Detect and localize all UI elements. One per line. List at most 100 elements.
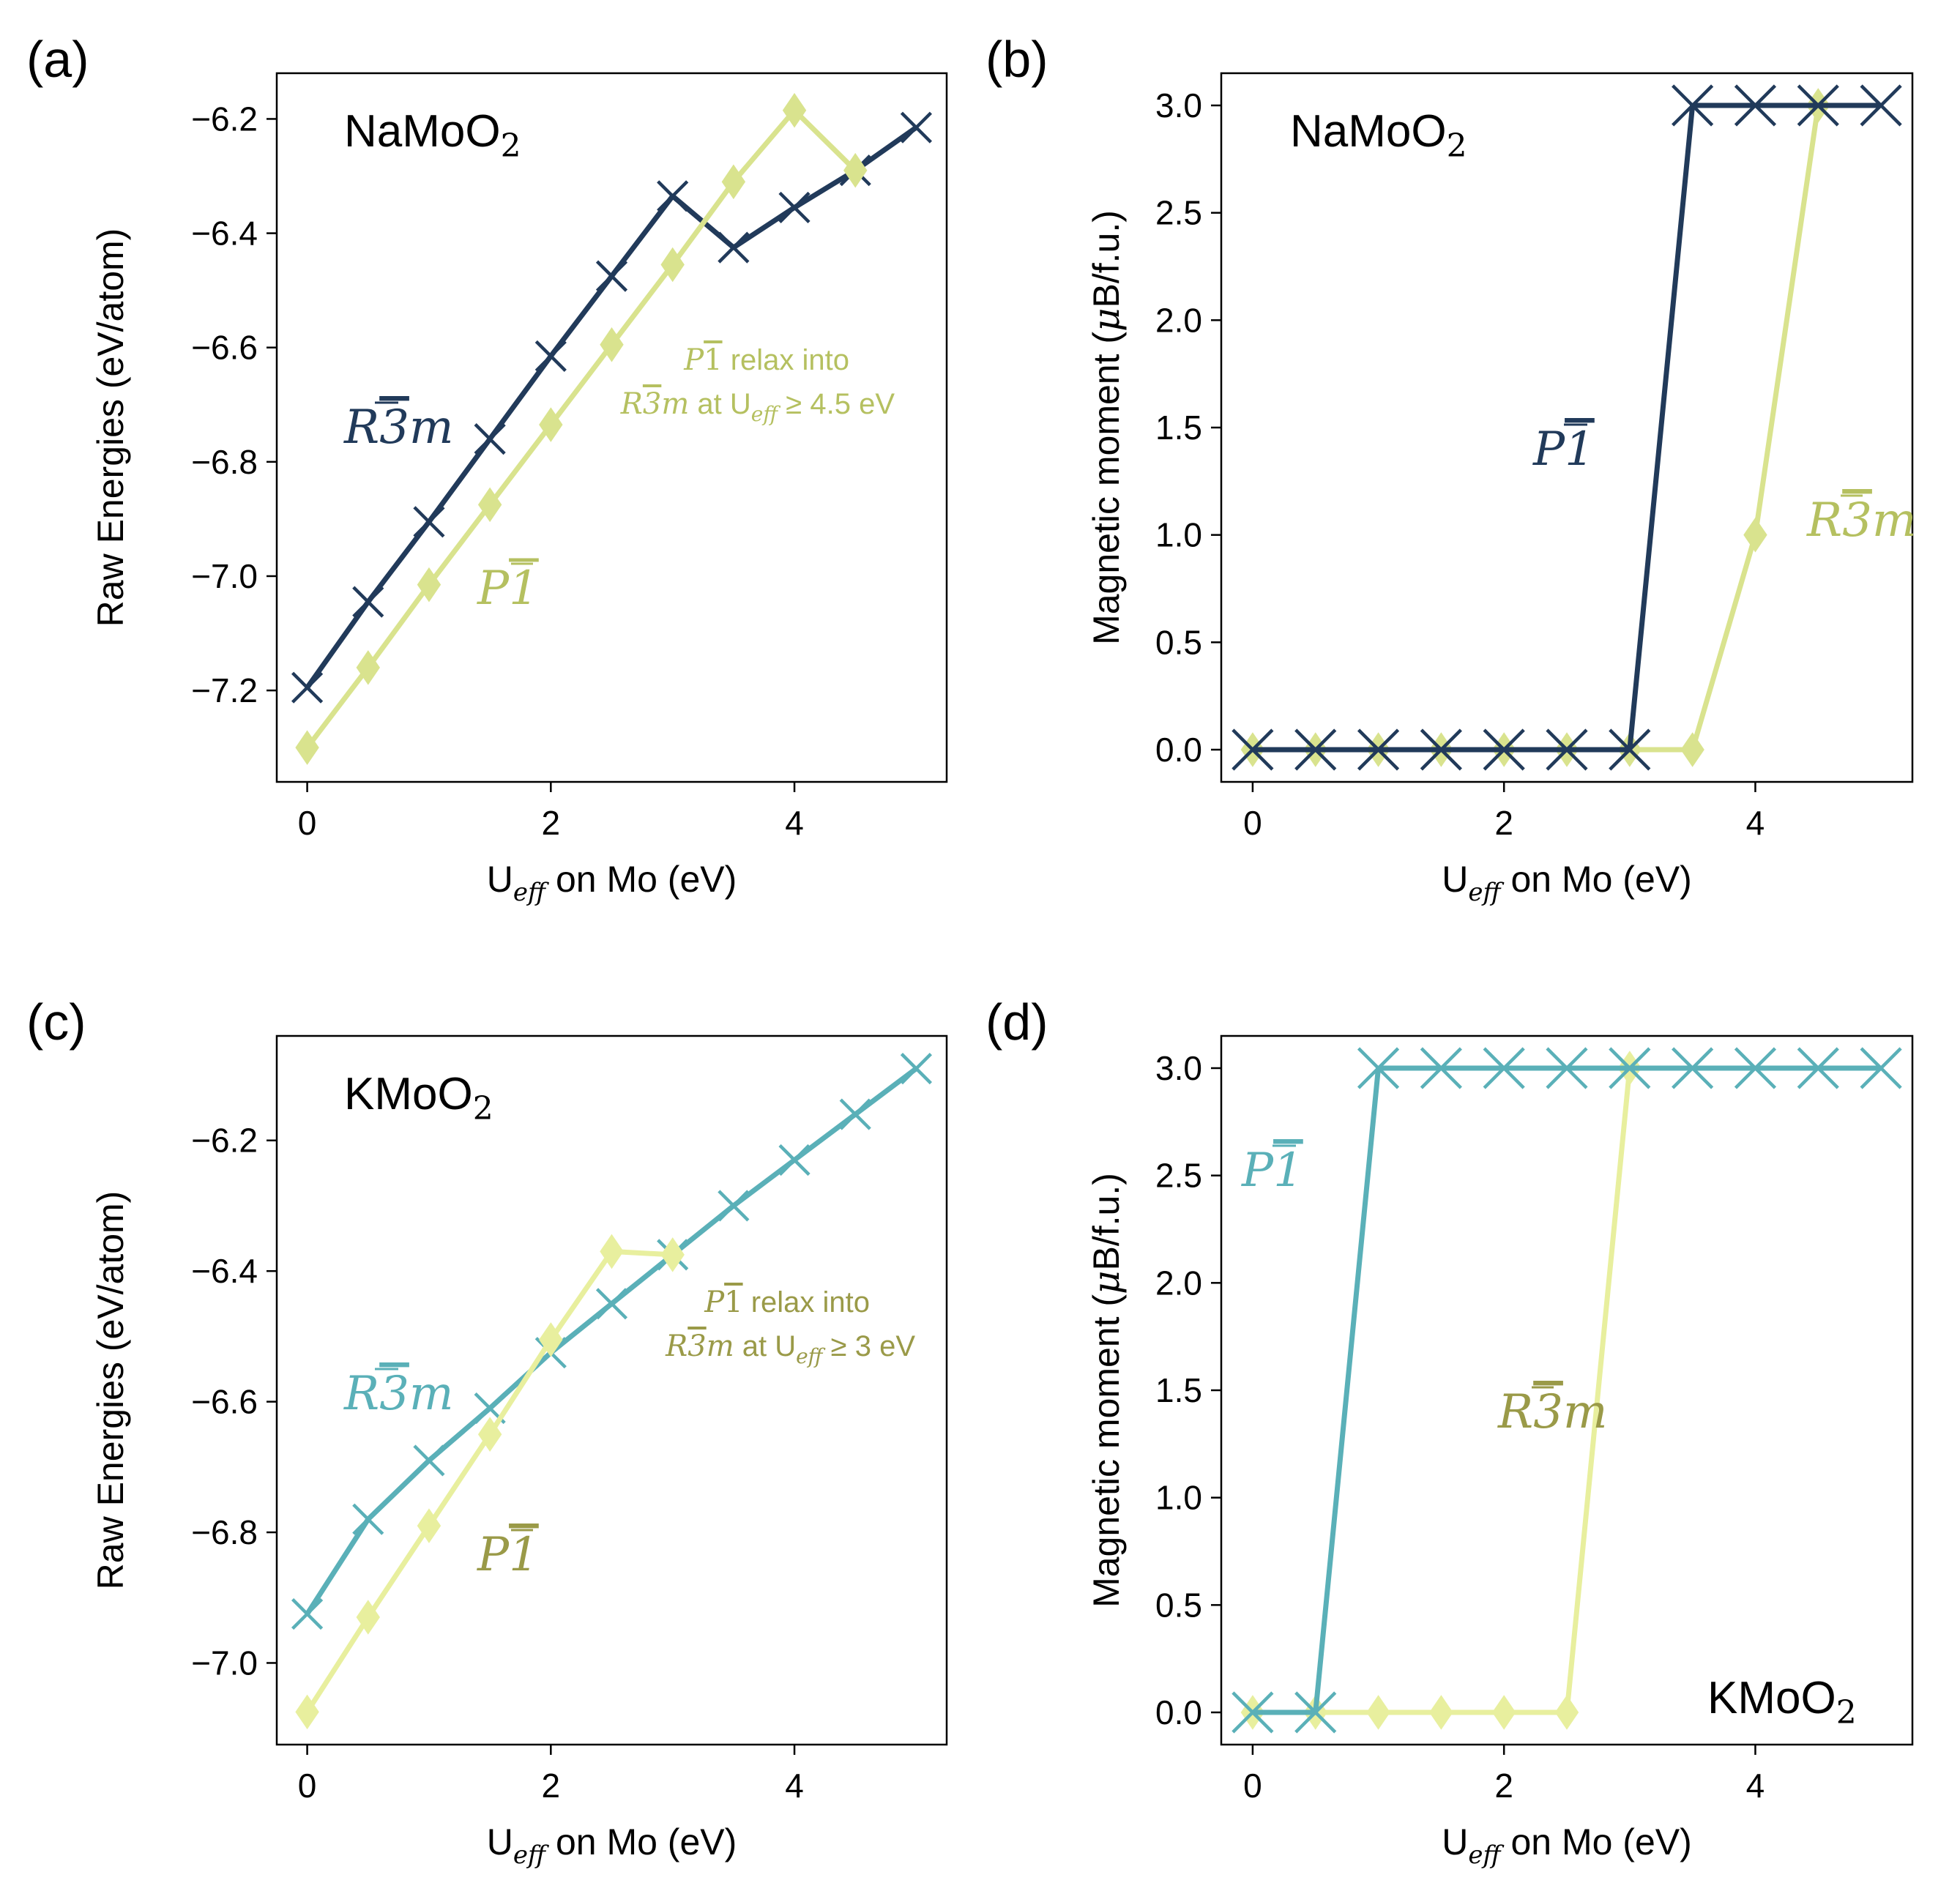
label-end: m	[1872, 493, 1917, 548]
axes-frame	[1220, 72, 1914, 783]
x-tick-label: 2	[1494, 1767, 1513, 1805]
data-point-P1	[660, 247, 685, 283]
data-point-P1	[600, 327, 624, 362]
compound-base: KMoO	[1707, 1673, 1836, 1723]
x-axis-label-main: U	[1442, 1821, 1468, 1862]
annotation-main: P	[683, 343, 704, 377]
data-point-P1	[539, 407, 563, 442]
x-axis-label-main: U	[1442, 859, 1468, 900]
y-axis-label: Magnetic moment (μB/f.u.)	[1085, 1173, 1128, 1608]
data-point-P1	[600, 1234, 624, 1269]
label-main: P	[477, 1528, 510, 1582]
annotation-rest: at U	[689, 388, 750, 420]
y-tick-label: −6.4	[191, 1252, 258, 1290]
data-point-P1	[417, 567, 441, 603]
plot-area	[1231, 1047, 1902, 1734]
series-label-R3m: R3m	[1806, 493, 1917, 548]
data-point-R3m	[291, 1597, 324, 1630]
data-point-P1	[1680, 732, 1704, 767]
data-point-R3m	[1860, 84, 1902, 127]
panel-label: (d)	[985, 993, 1048, 1051]
x-axis-label-main: U	[487, 1821, 513, 1862]
annotation-sub: eff	[751, 402, 781, 426]
axes-frame	[275, 1034, 948, 1746]
data-point-R3m	[1609, 1047, 1651, 1089]
plot-area	[1231, 84, 1902, 771]
label-bar: 1	[1565, 422, 1595, 477]
data-point-P1	[295, 730, 319, 765]
y-tick-label: −6.8	[191, 1513, 258, 1551]
data-point-R3m	[1231, 728, 1274, 771]
data-point-R3m	[1483, 1047, 1525, 1089]
panel-c: (c) 0 2 4 −7.0 −6.8 −6.6 −6.4 −6.2 Ueff on Mo (eV…	[26, 993, 948, 1870]
data-point-R3m	[1609, 728, 1651, 771]
x-tick-label: 0	[1243, 1767, 1262, 1805]
annotation-rest: relax into	[743, 1286, 870, 1319]
y-tick-label: 3.0	[1155, 1049, 1202, 1087]
data-point-P1	[295, 1694, 319, 1730]
data-point-P1	[721, 164, 746, 200]
label-main: R	[343, 400, 379, 455]
y-tick-label: 1.5	[1155, 409, 1202, 447]
y-tick-label: −6.8	[191, 443, 258, 481]
series-label-P1: P1	[1532, 422, 1595, 477]
y-tick-label: −6.2	[191, 100, 258, 138]
annotation: P1 relax into R3m at Ueff ≥ 4.5 eV	[620, 343, 895, 426]
data-point-R3m	[1672, 1047, 1714, 1089]
x-axis-label-rest: on Mo (eV)	[545, 859, 737, 900]
compound-sub: 2	[501, 127, 521, 165]
y-tick-label: 0.5	[1155, 623, 1202, 661]
label-main: P	[1241, 1144, 1274, 1198]
data-point-R3m	[1420, 1047, 1462, 1089]
y-tick-label: 2.5	[1155, 194, 1202, 232]
data-point-R3m	[413, 506, 445, 538]
compound-label: NaMoO2	[344, 106, 521, 165]
y-tick-label: 1.5	[1155, 1371, 1202, 1409]
annotation-line-2: R3m at Ueff ≥ 4.5 eV	[620, 387, 895, 426]
x-axis-label: Ueff on Mo (eV)	[487, 859, 737, 907]
y-tick-label: 0.5	[1155, 1586, 1202, 1624]
data-point-R3m	[1231, 1691, 1274, 1734]
series-label-R3m: R3m	[1497, 1385, 1608, 1439]
data-point-R3m	[657, 180, 689, 212]
y-tick-label: −6.6	[191, 1383, 258, 1421]
panel-label: (c)	[26, 993, 86, 1051]
x-tick-label: 0	[1243, 804, 1262, 842]
x-tick-label: 0	[298, 804, 317, 842]
data-point-P1	[1743, 517, 1767, 553]
data-point-R3m	[1734, 84, 1777, 127]
data-point-P1	[1491, 1695, 1516, 1730]
x-axis-label-sub: eff	[513, 878, 549, 907]
data-point-R3m	[718, 231, 750, 264]
x-axis-label-rest: on Mo (eV)	[545, 1821, 737, 1862]
data-point-P1	[660, 1237, 685, 1272]
data-point-P1	[477, 1417, 502, 1452]
compound-base: NaMoO	[344, 106, 501, 157]
x-axis-label: Ueff on Mo (eV)	[487, 1821, 737, 1870]
x-axis-label: Ueff on Mo (eV)	[1442, 1821, 1692, 1870]
data-point-R3m	[900, 111, 933, 143]
data-point-R3m	[534, 340, 567, 373]
x-axis-label-sub: eff	[513, 1841, 549, 1870]
x-tick-label: 2	[1494, 804, 1513, 842]
data-point-R3m	[1546, 728, 1588, 771]
data-point-P1	[356, 1600, 380, 1635]
annotation-line-2: R3m at Ueff ≥ 3 eV	[665, 1329, 915, 1368]
data-point-P1	[356, 650, 380, 685]
compound-sub: 2	[1836, 1694, 1857, 1731]
series-label-P1: P1	[477, 562, 539, 616]
y-tick-label: 0.0	[1155, 731, 1202, 769]
data-point-P1	[1366, 1695, 1390, 1730]
plot-area	[291, 1053, 933, 1730]
data-point-R3m	[413, 1444, 445, 1477]
annotation-tail: ≥ 3 eV	[823, 1330, 916, 1362]
data-point-R3m	[1483, 728, 1525, 771]
data-point-P1	[417, 1508, 441, 1543]
data-point-R3m	[1357, 728, 1400, 771]
x-axis-label-main: U	[487, 859, 513, 900]
y-axis-label-mu: μ	[1085, 307, 1128, 332]
x-tick-label: 2	[542, 804, 561, 842]
data-point-R3m	[1734, 1047, 1777, 1089]
panel-d: (d) 0 2 4 0.0 0.5 1.0 1.5 2.0 2.5 3.0 Ueff on Mo (e…	[985, 993, 1914, 1870]
